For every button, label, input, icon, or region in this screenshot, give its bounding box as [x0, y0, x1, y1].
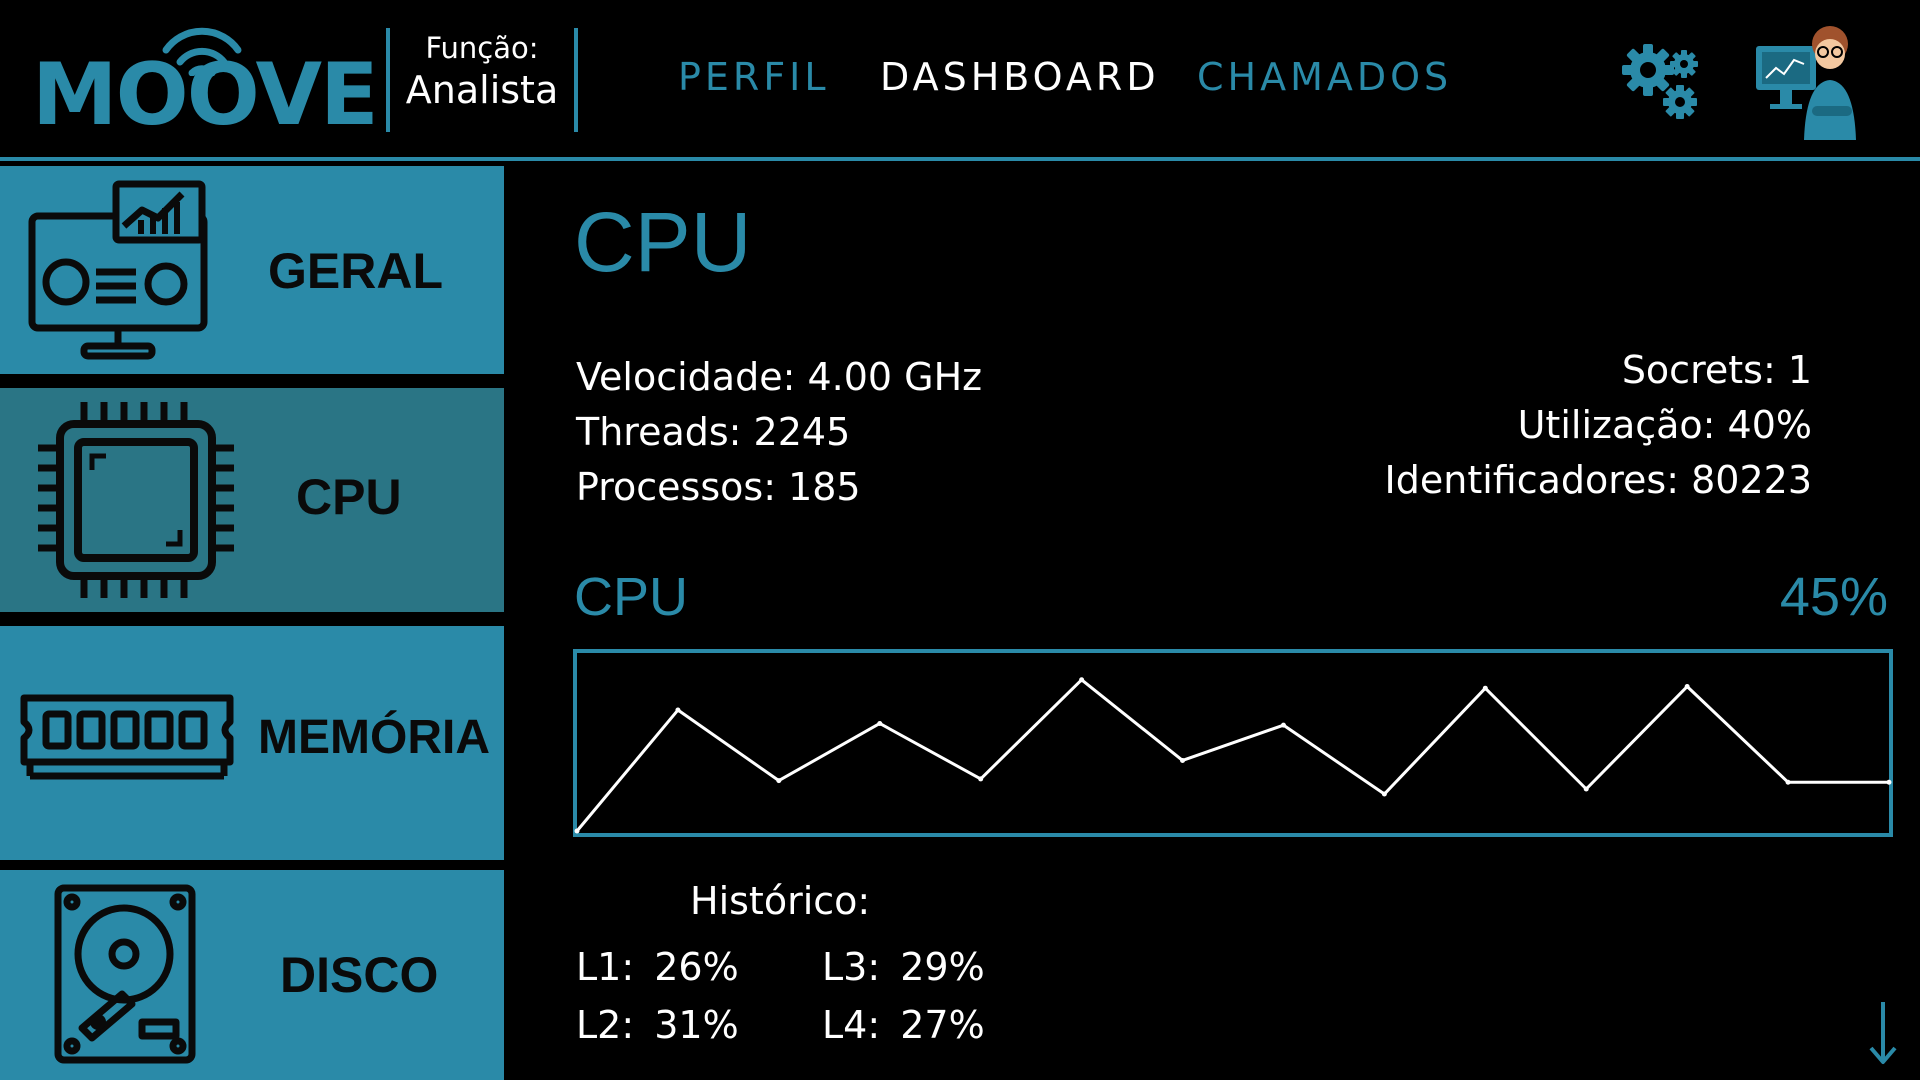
- sidebar-label-disco: DISCO: [280, 947, 439, 1003]
- chart-current-value: 45%: [1779, 567, 1888, 627]
- history-title: Histórico:: [690, 879, 871, 923]
- moove-logo[interactable]: MOOVE: [32, 18, 379, 138]
- sidebar-label-memoria: MEMÓRIA: [258, 711, 490, 764]
- cpu-data-point: [1280, 722, 1286, 728]
- history-l1: L1: 26%: [576, 945, 739, 989]
- page-title: CPU: [574, 195, 752, 289]
- gears-icon[interactable]: [1618, 40, 1706, 124]
- top-header: MOOVE Função: Analista PERFIL DASHBOARD …: [0, 0, 1920, 157]
- sidebar-item-geral[interactable]: GERAL: [0, 166, 504, 374]
- history-l2: L2: 31%: [576, 1003, 739, 1047]
- cpu-stats-left: Velocidade: 4.00 GHz Threads: 2245 Proce…: [576, 350, 982, 515]
- cpu-data-point: [978, 776, 984, 782]
- cpu-data-point: [1886, 779, 1892, 785]
- cpu-data-point: [877, 720, 883, 726]
- cpu-chip-icon: [38, 402, 234, 598]
- cpu-data-point: [1583, 786, 1589, 792]
- ram-memory-icon: [20, 694, 234, 780]
- history-l4: L4: 27%: [822, 1003, 985, 1047]
- user-role: Função: Analista: [392, 30, 572, 113]
- cpu-stats-right: Socrets: 1 Utilização: 40% Identificador…: [1385, 343, 1812, 508]
- sidebar-item-memoria[interactable]: MEMÓRIA: [0, 626, 504, 860]
- stat-velocidade: Velocidade: 4.00 GHz: [576, 355, 983, 399]
- sidebar-label-cpu: CPU: [296, 469, 402, 525]
- stat-utilizacao: Utilização: 40%: [1517, 403, 1812, 447]
- sidebar-item-disco[interactable]: DISCO: [0, 870, 504, 1080]
- cpu-data-point: [1180, 757, 1186, 763]
- nav-dashboard[interactable]: DASHBOARD: [880, 55, 1160, 99]
- chart-label: CPU: [574, 567, 689, 627]
- nav-perfil[interactable]: PERFIL: [678, 55, 830, 99]
- history-l3: L3: 29%: [822, 945, 985, 989]
- wifi-signal-icon: [162, 27, 242, 76]
- cpu-data-point: [776, 778, 782, 784]
- role-label: Função:: [425, 31, 539, 65]
- cpu-data-point: [675, 707, 681, 713]
- nav-chamados[interactable]: CHAMADOS: [1197, 55, 1453, 99]
- cpu-data-point: [574, 828, 580, 834]
- cpu-data-point: [1482, 685, 1488, 691]
- header-divider-left: [386, 28, 390, 132]
- monitor-dashboard-icon: [28, 180, 208, 360]
- stat-processos: Processos: 185: [576, 465, 861, 509]
- scroll-down-arrow-icon[interactable]: [1868, 1000, 1898, 1066]
- stat-identificadores: Identificadores: 80223: [1384, 458, 1812, 502]
- cpu-usage-line: [575, 678, 1889, 832]
- sidebar-label-geral: GERAL: [268, 243, 443, 299]
- logo-text: MOOVE: [32, 45, 379, 145]
- role-value: Analista: [405, 67, 559, 112]
- header-bottom-border: [0, 157, 1920, 161]
- cpu-usage-line-chart: [573, 649, 1893, 837]
- sidebar-item-cpu[interactable]: CPU: [0, 388, 504, 612]
- cpu-data-point: [1785, 779, 1791, 785]
- cpu-data-point: [1684, 684, 1690, 690]
- analyst-avatar-icon[interactable]: [1752, 20, 1874, 140]
- stat-socrets: Socrets: 1: [1621, 348, 1812, 392]
- stat-threads: Threads: 2245: [576, 410, 851, 454]
- cpu-data-point: [1079, 677, 1085, 683]
- cpu-data-point: [1381, 791, 1387, 797]
- hard-disk-icon: [54, 884, 196, 1064]
- header-divider-right: [574, 28, 578, 132]
